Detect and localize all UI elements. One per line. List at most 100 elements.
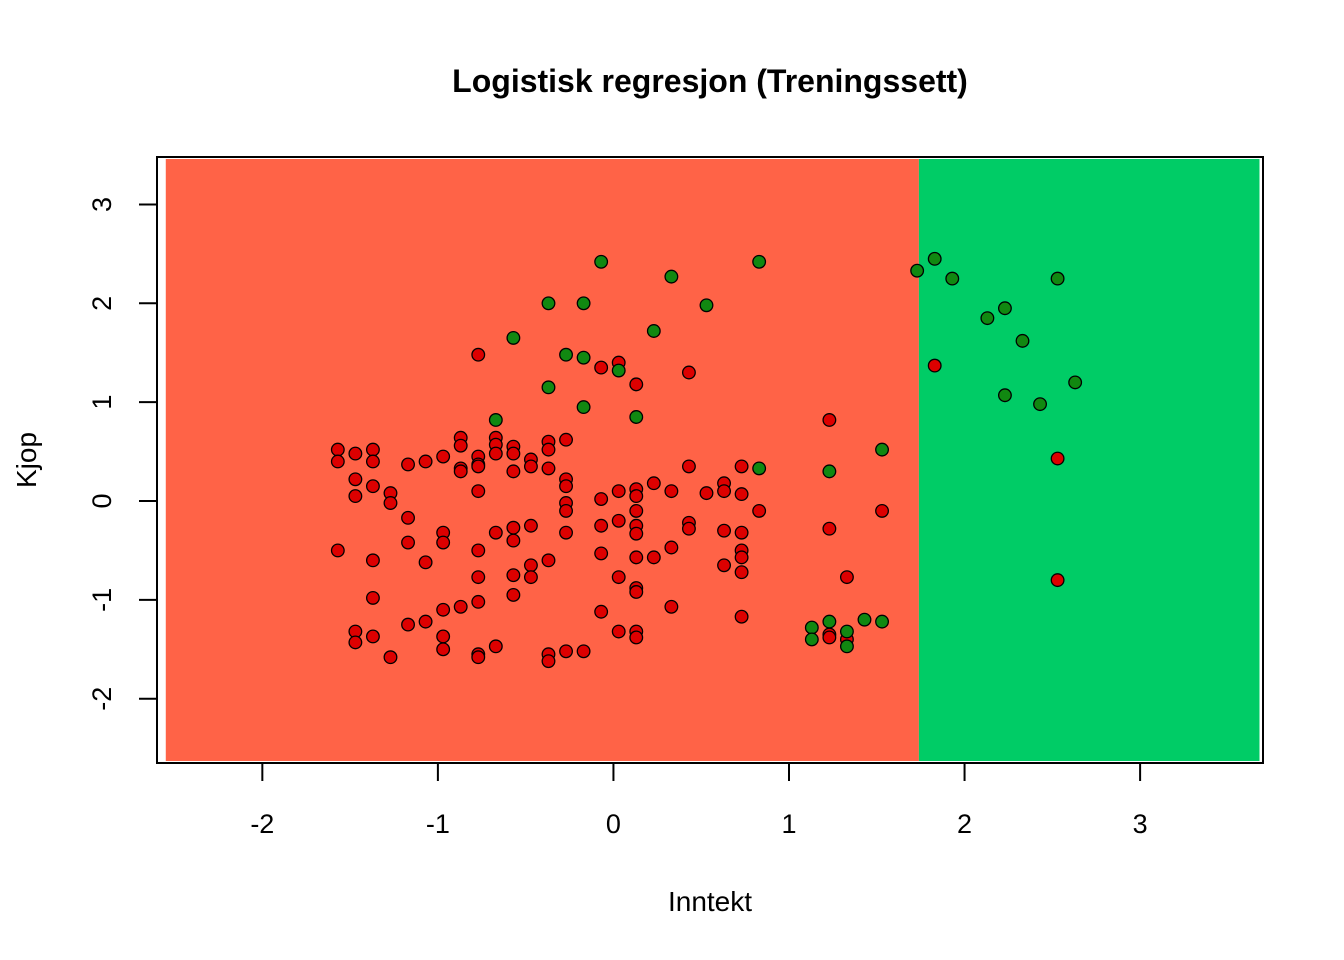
data-points <box>330 251 1083 669</box>
point-class-0 <box>559 525 573 540</box>
point-class-1 <box>910 263 925 278</box>
point-class-0 <box>506 464 521 479</box>
point-class-1 <box>699 298 714 313</box>
point-class-0 <box>541 654 556 669</box>
point-class-0 <box>488 525 503 540</box>
point-class-0 <box>576 644 591 659</box>
point-class-0 <box>664 599 679 614</box>
point-class-0 <box>418 454 433 469</box>
x-tick-label: 3 <box>1133 809 1148 839</box>
point-class-1 <box>611 363 626 378</box>
point-class-0 <box>471 543 486 558</box>
point-class-1 <box>839 624 854 639</box>
point-class-1 <box>559 347 573 362</box>
y-tick-label: 1 <box>87 395 117 410</box>
point-class-0 <box>348 635 363 650</box>
point-class-0 <box>383 496 398 510</box>
point-class-0 <box>681 459 696 474</box>
point-class-0 <box>436 535 451 550</box>
point-class-0 <box>383 650 398 665</box>
point-class-0 <box>471 347 486 362</box>
point-class-0 <box>488 446 503 461</box>
point-class-0 <box>611 513 626 528</box>
point-class-1 <box>541 296 556 311</box>
point-class-0 <box>506 568 521 583</box>
point-class-0 <box>488 639 503 654</box>
point-class-0 <box>734 525 749 540</box>
point-class-0 <box>717 484 731 499</box>
y-tick-label: 0 <box>87 494 117 509</box>
x-tick-label: -1 <box>426 809 450 839</box>
y-axis-label: Kjop <box>11 432 42 488</box>
x-axis: -2 -1 0 1 2 3 <box>250 762 1148 839</box>
point-class-0 <box>629 630 644 645</box>
point-class-1 <box>1050 271 1065 286</box>
chart-title: Logistisk regresjon (Treningssett) <box>452 63 968 99</box>
point-class-0 <box>734 609 749 624</box>
point-class-0 <box>523 570 538 585</box>
point-class-0 <box>436 629 451 644</box>
point-class-1 <box>822 614 837 629</box>
point-class-0 <box>471 594 486 609</box>
region-class-0 <box>165 158 919 762</box>
point-class-1 <box>506 330 521 345</box>
point-class-0 <box>822 630 837 645</box>
point-class-0 <box>629 550 644 565</box>
point-class-0 <box>664 540 679 555</box>
point-class-0 <box>523 558 538 573</box>
point-class-0 <box>559 479 573 494</box>
point-class-0 <box>365 479 380 494</box>
point-class-0 <box>471 459 486 474</box>
point-class-0 <box>453 599 468 614</box>
point-class-0 <box>418 555 433 570</box>
point-class-0 <box>401 617 415 632</box>
point-class-1 <box>541 380 556 395</box>
point-class-1 <box>822 464 837 479</box>
x-axis-label: Inntekt <box>668 886 752 917</box>
point-class-0 <box>594 546 609 561</box>
point-class-0 <box>541 553 556 568</box>
point-class-1 <box>576 350 591 365</box>
point-class-1 <box>997 388 1012 403</box>
point-class-0 <box>436 602 451 617</box>
point-class-0 <box>471 650 486 665</box>
point-class-0 <box>1050 573 1065 588</box>
x-tick-label: 0 <box>606 809 621 839</box>
point-class-0 <box>629 585 644 599</box>
point-class-0 <box>611 570 626 585</box>
point-class-1 <box>927 251 942 266</box>
point-class-0 <box>752 503 767 518</box>
point-class-0 <box>559 432 573 447</box>
point-class-0 <box>559 503 573 518</box>
point-class-0 <box>365 442 380 457</box>
point-class-0 <box>611 624 626 639</box>
point-class-0 <box>594 492 609 506</box>
point-class-0 <box>436 642 451 657</box>
point-class-1 <box>980 311 995 326</box>
point-class-0 <box>401 510 415 525</box>
point-class-1 <box>997 301 1012 316</box>
point-class-0 <box>348 446 363 461</box>
point-class-0 <box>348 472 363 487</box>
point-class-1 <box>839 639 854 654</box>
point-class-0 <box>629 503 644 518</box>
point-class-0 <box>365 454 380 469</box>
point-class-0 <box>418 614 433 629</box>
point-class-0 <box>594 360 609 375</box>
point-class-0 <box>681 521 696 536</box>
point-class-0 <box>401 535 415 550</box>
point-class-0 <box>506 446 521 461</box>
point-class-0 <box>611 484 626 499</box>
point-class-1 <box>875 614 889 629</box>
point-class-0 <box>506 520 521 535</box>
point-class-1 <box>1033 397 1047 412</box>
point-class-1 <box>1068 375 1083 390</box>
x-tick-label: -2 <box>250 809 274 839</box>
point-class-0 <box>594 604 609 619</box>
point-class-0 <box>348 489 363 504</box>
point-class-1 <box>576 296 591 311</box>
point-class-0 <box>629 526 644 541</box>
point-class-0 <box>506 587 521 602</box>
point-class-0 <box>330 543 345 558</box>
point-class-0 <box>629 377 644 392</box>
